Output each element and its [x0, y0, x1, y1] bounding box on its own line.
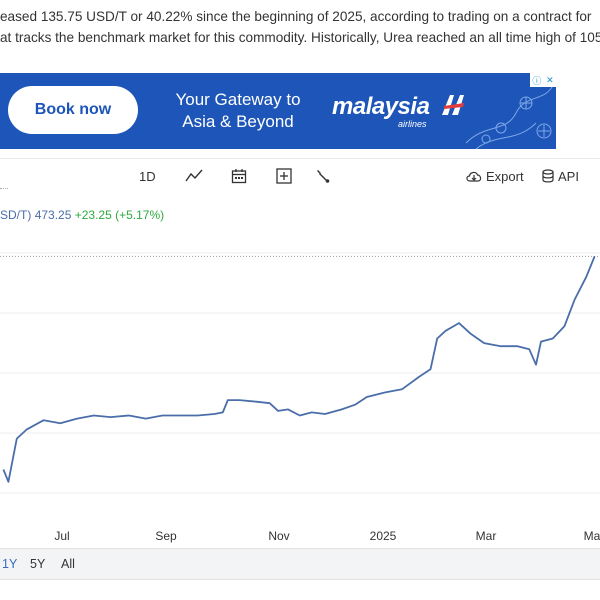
floral-pattern-icon	[465, 82, 555, 149]
ad-brand-sub: airlines	[398, 119, 427, 129]
price-chart[interactable]	[0, 228, 600, 548]
data-point[interactable]	[1, 468, 5, 472]
book-now-button[interactable]: Book now	[8, 86, 138, 134]
range-button-1y[interactable]: 1Y	[2, 557, 18, 571]
data-point[interactable]	[254, 400, 258, 404]
data-point[interactable]	[323, 412, 327, 416]
data-point[interactable]	[534, 363, 538, 367]
ad-tagline-line-1: Your Gateway to	[175, 90, 301, 109]
data-point[interactable]	[109, 415, 113, 419]
data-point[interactable]	[286, 407, 290, 411]
data-point[interactable]	[516, 344, 520, 348]
x-tick-label: 2025	[369, 529, 397, 543]
data-point[interactable]	[276, 409, 280, 413]
cloud-download-icon	[466, 171, 482, 182]
ad-info-icon[interactable]: ⓘ	[532, 75, 542, 86]
ad-close-icon[interactable]: ✕	[546, 74, 554, 85]
ad-tagline: Your Gateway to Asia & Beyond	[158, 89, 318, 133]
data-point[interactable]	[6, 480, 10, 484]
x-tick-label: Jul	[54, 529, 70, 543]
x-tick-label: Mar	[475, 529, 497, 543]
data-point[interactable]	[429, 367, 433, 371]
price-chart-svg[interactable]	[0, 228, 600, 548]
price-series-line[interactable]	[2, 256, 596, 483]
data-point[interactable]	[58, 421, 62, 425]
data-point[interactable]	[161, 414, 165, 418]
data-point[interactable]	[144, 417, 148, 421]
data-point[interactable]	[563, 324, 567, 328]
ad-tagline-line-2: Asia & Beyond	[182, 112, 294, 131]
data-point[interactable]	[539, 340, 543, 344]
ad-banner[interactable]: Book now Your Gateway to Asia & Beyond m…	[0, 73, 556, 149]
wrench-icon[interactable]	[315, 163, 331, 189]
data-point[interactable]	[365, 395, 369, 399]
legend-change: +23.25 (+5.17%)	[74, 208, 165, 222]
interval-selector[interactable]: 1D	[139, 168, 156, 184]
x-tick-label: Sep	[155, 529, 177, 543]
data-point[interactable]	[417, 375, 421, 379]
data-point[interactable]	[298, 414, 302, 418]
data-point[interactable]	[196, 414, 200, 418]
data-point[interactable]	[469, 332, 473, 336]
data-point[interactable]	[400, 387, 404, 391]
data-point[interactable]	[383, 390, 387, 394]
ad-choices-icon[interactable]: ⓘ ✕	[530, 73, 556, 87]
range-button-5y[interactable]: 5Y	[30, 557, 46, 571]
data-point[interactable]	[593, 254, 597, 258]
x-tick-label: Nov	[268, 529, 290, 543]
article-text: eased 135.75 USD/T or 40.22% since the b…	[0, 0, 600, 60]
data-point[interactable]	[444, 329, 448, 333]
data-point[interactable]	[527, 347, 531, 351]
api-label: API	[558, 168, 579, 184]
add-indicator-icon[interactable]	[276, 163, 292, 189]
article-line-2: at tracks the benchmark market for this …	[0, 30, 600, 45]
range-button-all[interactable]: All	[61, 557, 75, 571]
data-point[interactable]	[268, 401, 272, 405]
legend-symbol: SD/T)	[0, 208, 32, 222]
data-point[interactable]	[310, 410, 314, 414]
x-tick-label: Ma	[583, 529, 600, 543]
data-point[interactable]	[75, 417, 79, 421]
data-point[interactable]	[179, 414, 183, 418]
legend-last-price: 473.25	[34, 208, 72, 222]
article-line-1: eased 135.75 USD/T or 40.22% since the b…	[0, 9, 592, 24]
calendar-icon[interactable]	[231, 163, 247, 189]
data-point[interactable]	[353, 403, 357, 407]
export-label: Export	[486, 168, 524, 184]
data-point[interactable]	[435, 337, 439, 341]
data-point[interactable]	[127, 414, 131, 418]
database-icon	[542, 169, 554, 183]
data-point[interactable]	[25, 427, 29, 431]
data-point[interactable]	[551, 337, 555, 341]
data-point[interactable]	[221, 410, 225, 414]
range-selector: 1Y 5Y All	[0, 548, 600, 580]
ad-brand-name: malaysia	[332, 93, 430, 120]
airline-logo-icon	[442, 95, 464, 115]
chart-legend: SD/T) 473.25 +23.25 (+5.17%)	[0, 208, 164, 222]
line-chart-icon[interactable]	[185, 163, 203, 189]
data-point[interactable]	[482, 341, 486, 345]
data-point[interactable]	[92, 414, 96, 418]
chart-toolbar: 1D Export API	[0, 158, 600, 193]
export-button[interactable]: Export	[465, 163, 524, 189]
symbol-search-input[interactable]	[0, 164, 8, 189]
data-point[interactable]	[212, 412, 216, 416]
data-point[interactable]	[499, 344, 503, 348]
data-point[interactable]	[457, 321, 461, 325]
data-point[interactable]	[584, 275, 588, 279]
data-point[interactable]	[340, 407, 344, 411]
data-point[interactable]	[42, 418, 46, 422]
data-point[interactable]	[573, 298, 577, 302]
api-button[interactable]: API	[542, 163, 579, 189]
data-point[interactable]	[238, 398, 242, 402]
data-point[interactable]	[226, 398, 230, 402]
data-point[interactable]	[15, 437, 19, 441]
